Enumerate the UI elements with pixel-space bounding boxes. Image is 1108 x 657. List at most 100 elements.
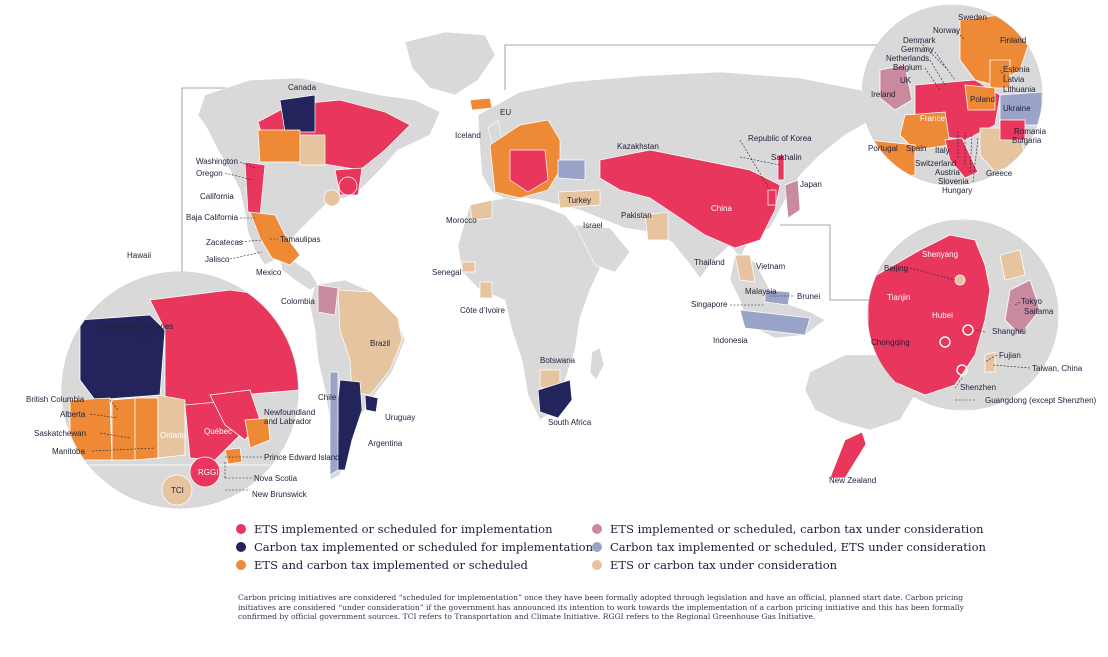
label-thailand: Thailand: [694, 258, 725, 267]
brazil-consideration: [337, 289, 403, 396]
label-nova-scotia: Nova Scotia: [254, 474, 298, 483]
arabia-land: [574, 224, 631, 273]
label-china: China: [711, 204, 732, 213]
label-california: California: [200, 192, 234, 201]
label-shenzhen: Shenzhen: [960, 383, 997, 392]
label-ontario: Ontario: [160, 431, 187, 440]
australia-land: [804, 354, 916, 431]
canada-sask-consideration: [299, 134, 326, 166]
label-mexico: Mexico: [256, 268, 282, 277]
legend-swatch-icon: [592, 542, 602, 552]
rggi-circle: [338, 176, 358, 196]
label-beijing: Beijing: [884, 264, 909, 273]
central-america-land: [279, 257, 319, 291]
inset-alberta: [111, 397, 136, 461]
label-tamaulipas: Tamaulipas: [280, 235, 321, 244]
pakistan-consideration: [644, 211, 669, 241]
china-inset: [867, 219, 1059, 411]
legend-label: ETS or carbon tax under consideration: [610, 558, 838, 572]
new-zealand-ets: [829, 431, 867, 479]
label-saskatchewan: Saskatchewan: [34, 429, 87, 438]
label-romania: Romania: [1014, 127, 1047, 136]
label-latvia: Latvia: [1003, 75, 1025, 84]
canada-inset: [61, 271, 299, 509]
label-italy: Italy: [935, 146, 950, 155]
label-austria: Austria: [935, 168, 960, 177]
label-botswana: Botswana: [540, 356, 576, 365]
label-baja-california: Baja California: [186, 213, 239, 222]
label-poland: Poland: [970, 95, 995, 104]
label-singapore: Singapore: [691, 300, 728, 309]
label-tokyo: Tokyo: [1021, 297, 1042, 306]
inset-korea: [999, 249, 1026, 281]
uruguay-tax: [364, 394, 379, 413]
pricing-regions: [244, 94, 867, 479]
inset-manitoba: [157, 394, 186, 459]
label-greece: Greece: [986, 169, 1013, 178]
label-tci: TCI: [171, 486, 184, 495]
legend-swatch-icon: [236, 560, 246, 570]
label-canada: Canada: [288, 83, 317, 92]
label-turkey: Turkey: [567, 196, 592, 205]
label-eu: EU: [500, 108, 512, 117]
world-carbon-pricing-map: [61, 4, 1059, 509]
europe-inset: [861, 4, 1043, 186]
morocco-consideration: [469, 199, 493, 221]
legend-label: Carbon tax implemented or scheduled for …: [254, 540, 593, 554]
label-alberta: Alberta: [60, 410, 86, 419]
label-jalisco: Jalisco: [205, 255, 230, 264]
korea-ets: [767, 189, 777, 206]
legend-right: ETS implemented or scheduled, carbon tax…: [592, 520, 986, 574]
inset-maritimes: [224, 447, 243, 465]
legend-item: ETS and carbon tax implemented or schedu…: [236, 556, 593, 574]
label-chongqing: Chongqing: [871, 338, 910, 347]
label-kazakhstan: Kazakhstan: [617, 142, 659, 151]
legend-left: ETS implemented or scheduled for impleme…: [236, 520, 593, 574]
label-taiwan: Taiwan, China: [1032, 364, 1083, 373]
label-indonesia: Indonesia: [713, 336, 748, 345]
label-oregon: Oregon: [196, 169, 223, 178]
inset-taiwan: [984, 351, 996, 373]
label-washington: Washington: [196, 157, 238, 166]
thailand-vietnam-consideration: [734, 254, 756, 283]
inset-france: [899, 111, 951, 151]
inset-rggi: [189, 456, 221, 488]
label-japan: Japan: [800, 180, 822, 189]
label-finland: Finland: [1000, 36, 1027, 45]
inset-north-ets: [149, 289, 298, 411]
inset-baltics: [989, 59, 1011, 89]
legend-item: Carbon tax implemented or scheduled, ETS…: [592, 538, 986, 556]
inset-italy: [944, 137, 979, 179]
label-portugal: Portugal: [868, 144, 898, 153]
label-shanghai: Shanghai: [992, 327, 1026, 336]
canada-nwt-tax: [279, 94, 316, 133]
mexico-ets-tax: [249, 211, 301, 266]
argentina-tax: [335, 379, 363, 471]
label-brunei: Brunei: [797, 292, 821, 301]
legend-swatch-icon: [236, 524, 246, 534]
label-new-zealand: New Zealand: [829, 476, 877, 485]
cote-divoire-consideration: [479, 281, 493, 299]
inset-romania: [999, 119, 1026, 141]
label-israel: Israel: [583, 221, 603, 230]
legend-item: ETS implemented or scheduled for impleme…: [236, 520, 593, 538]
label-quebec: Québec: [204, 427, 233, 436]
label-netherlands: Netherlands: [886, 54, 930, 63]
label-denmark: Denmark: [903, 36, 936, 45]
label-belgium: Belgium: [893, 63, 922, 72]
label-spain: Spain: [906, 144, 927, 153]
indonesia-tax-consideration: [739, 309, 811, 336]
label-rggi: RGGI: [198, 468, 219, 477]
legend-label: ETS implemented or scheduled, carbon tax…: [610, 522, 984, 536]
label-vietnam: Vietnam: [756, 262, 786, 271]
label-colombia: Colombia: [281, 297, 315, 306]
label-hawaii: Hawaii: [127, 251, 152, 260]
label-sweden: Sweden: [958, 13, 987, 22]
label-northwest-territories: Northwest Territories: [100, 322, 174, 331]
label-bulgaria: Bulgaria: [1012, 136, 1042, 145]
legend-swatch-icon: [592, 560, 602, 570]
label-iceland: Iceland: [455, 131, 481, 140]
label-sakhalin: Sakhalin: [771, 153, 802, 162]
chile-consideration: [329, 371, 339, 476]
ukraine-tax-consideration: [557, 159, 586, 181]
